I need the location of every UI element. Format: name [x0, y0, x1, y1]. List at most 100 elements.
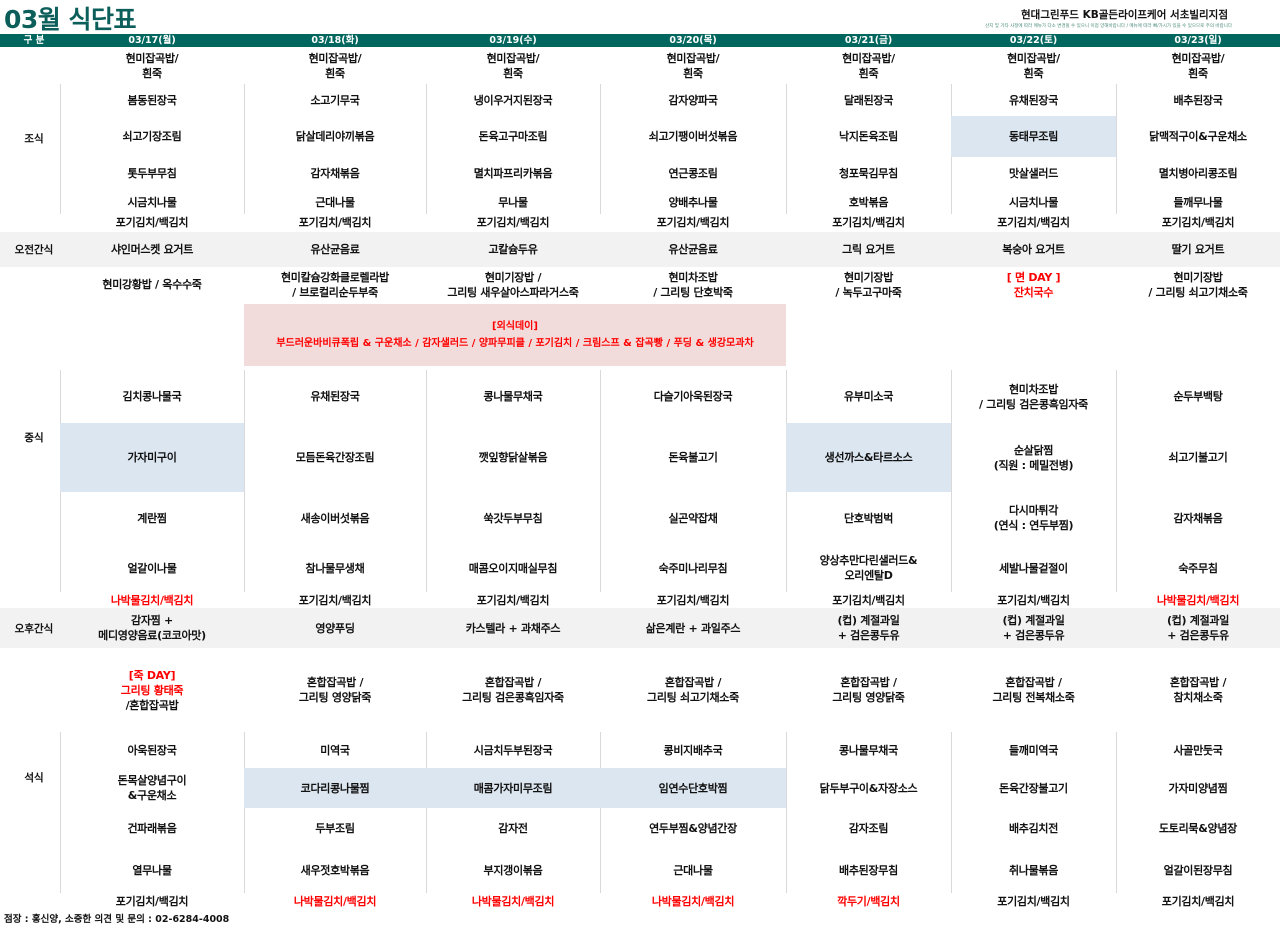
dinner-rice: 혼합잡곡밥 / 그리팅 영양닭죽	[298, 676, 372, 704]
dinner-rice: 혼합잡곡밥 / 그리팅 검은콩흑임자죽	[462, 676, 564, 704]
column-divider	[60, 84, 61, 214]
pm-snack: 영양푸딩	[315, 621, 355, 635]
dinner-kimchi: 나박물김치/백김치	[471, 895, 555, 908]
dinner-item: 배추된장무침	[839, 864, 898, 877]
lunch-item: 얼갈이나물	[127, 561, 177, 575]
lunch-item: 쑥갓두부무침	[483, 511, 543, 525]
column-divider	[600, 732, 601, 893]
dinner-item: 콩나물무채국	[839, 743, 898, 757]
meal-label-pm-snack: 오후간식	[14, 623, 54, 635]
lunch-item: 숙주미나리무침	[658, 561, 728, 575]
day-header: 03/22(토)	[1009, 35, 1058, 46]
pm-snack: 카스텔라 + 과채주스	[465, 621, 561, 635]
lunch-item: 참나물무생채	[305, 561, 365, 575]
lunch-item: 유채된장국	[310, 390, 360, 403]
breakfast-kimchi: 포기김치/백김치	[656, 216, 730, 229]
lunch-item: 유부미소국	[843, 390, 894, 403]
dinner-item: 근대나물	[673, 864, 713, 877]
lunch-item: 매콤오이지매실무침	[468, 561, 558, 575]
lunch-item: 순두부백탕	[1173, 390, 1223, 403]
lunch-kimchi: 포기김치/백김치	[476, 593, 550, 607]
meal-label-breakfast: 조식	[24, 133, 44, 145]
day-header: 03/21(금)	[844, 35, 893, 46]
lunch-item: 새송이버섯볶음	[300, 511, 370, 525]
column-divider	[426, 732, 427, 893]
lunch-special-title: [외식데이]	[492, 321, 538, 332]
column-divider	[426, 84, 427, 214]
column-divider	[1116, 370, 1117, 592]
organization-name: 현대그린푸드 KB골든라이프케어 서초빌리지점	[1021, 9, 1228, 21]
dinner-kimchi: 포기김치/백김치	[997, 895, 1070, 908]
dinner-item: 닭두부구이&자장소스	[819, 781, 918, 795]
dinner-item: 배추김치전	[1008, 821, 1059, 835]
pm-snack: 삶은계란 + 과일주스	[645, 621, 741, 635]
lunch-item: 돈육불고기	[668, 451, 718, 464]
breakfast-kimchi: 포기김치/백김치	[1161, 216, 1235, 229]
lunch-rice: 현미칼슘강화클로렐라밥 / 브로컬리순두부죽	[280, 270, 390, 299]
lunch-item: 현미차조밥 / 그리팅 검은콩흑임자죽	[979, 382, 1088, 411]
am-snack: 샤인머스켓 요거트	[110, 243, 194, 256]
footer-contact: 점장 : 홍신양, 소중한 의견 및 문의 : 02-6284-4008	[4, 914, 230, 925]
breakfast-rice: 현미잡곡밥/ 흰죽	[125, 52, 179, 80]
dinner-item: 코다리콩나물찜	[300, 781, 370, 795]
dinner-kimchi: 나박물김치/백김치	[293, 895, 377, 908]
dinner-rice-part: [죽 DAY] 그리팅 황태죽	[120, 668, 184, 697]
lunch-item: 다시마튀각 (연식 : 연두부찜)	[993, 504, 1074, 532]
lunch-item: 숙주무침	[1178, 561, 1218, 575]
dinner-item: 콩비지배추국	[663, 743, 723, 757]
dinner-item: 취나물볶음	[1008, 864, 1059, 877]
dinner-item: 부지갱이볶음	[483, 864, 543, 877]
dinner-item: 돈육간장불고기	[999, 781, 1068, 795]
breakfast-item: 봄동된장국	[127, 93, 177, 107]
dinner-item: 임연수단호박찜	[658, 781, 728, 795]
breakfast-item: 시금치나물	[127, 195, 177, 209]
lunch-item: 감자채볶음	[1173, 511, 1223, 525]
column-divider	[244, 84, 245, 214]
day-header: 03/18(화)	[311, 35, 359, 46]
lunch-kimchi: 포기김치/백김치	[656, 593, 730, 607]
lunch-special-text: 부드러운바비큐폭립 & 구운채소 / 감자샐러드 / 양파무피클 / 포기김치 …	[276, 338, 754, 349]
day-header: 03/17(월)	[128, 35, 176, 46]
dinner-item: 가자미양념찜	[1168, 781, 1228, 795]
am-snack: 복숭아 요거트	[1002, 243, 1065, 256]
meal-label-am-snack: 오전간식	[14, 244, 54, 256]
lunch-item: 순살닭찜 (직원 : 메밀전병)	[993, 443, 1074, 472]
pm-snack: (컵) 계절과일 + 검은콩두유	[1166, 614, 1230, 642]
dinner-item: 두부조림	[315, 821, 355, 835]
column-divider	[244, 370, 245, 592]
column-divider	[951, 732, 952, 893]
breakfast-item: 시금치나물	[1008, 195, 1059, 209]
column-divider	[786, 84, 787, 214]
dinner-item: 도토리묵&양념장	[1158, 821, 1238, 835]
column-divider	[600, 84, 601, 214]
dinner-rice: 혼합잡곡밥 / 참치채소죽	[1169, 676, 1227, 704]
column-divider	[600, 370, 601, 592]
lunch-kimchi: 나박물김치/백김치	[1156, 593, 1240, 607]
highlight-cell	[244, 768, 426, 808]
header-label: 구 분	[23, 35, 45, 46]
meal-label-dinner: 석식	[24, 772, 44, 784]
lunch-rice: 현미기장밥 / 그리팅 쇠고기채소죽	[1148, 270, 1248, 299]
breakfast-item: 유채된장국	[1008, 93, 1059, 107]
highlight-cell	[786, 423, 951, 492]
breakfast-kimchi: 포기김치/백김치	[476, 216, 550, 229]
day-header: 03/19(수)	[489, 35, 537, 46]
am-snack: 그릭 요거트	[842, 243, 895, 256]
dinner-rice: 혼합잡곡밥 / 그리팅 전복채소죽	[992, 676, 1075, 704]
lunch-kimchi: 포기김치/백김치	[997, 593, 1070, 607]
lunch-rice: [ 면 DAY ] 잔치국수	[1006, 270, 1061, 299]
breakfast-item: 무나물	[498, 195, 528, 209]
lunch-item: 김치콩나물국	[122, 390, 182, 403]
am-snack: 유산균음료	[310, 243, 360, 256]
day-header: 03/20(목)	[669, 35, 717, 46]
dinner-item: 새우젓호박볶음	[300, 864, 370, 877]
dinner-rice-part: /혼합잡곡밥	[125, 698, 179, 712]
breakfast-item: 쇠고기팽이버섯볶음	[648, 130, 738, 143]
breakfast-item: 소고기무국	[310, 93, 360, 107]
breakfast-item: 멸치파프리카볶음	[473, 167, 553, 180]
lunch-rice: 현미기장밥 / 녹두고구마죽	[835, 270, 902, 299]
dinner-item: 감자전	[498, 821, 528, 835]
breakfast-item: 쇠고기장조림	[122, 130, 182, 143]
lunch-item: 다슬기아욱된장국	[653, 390, 733, 403]
lunch-item: 쇠고기불고기	[1168, 451, 1228, 464]
